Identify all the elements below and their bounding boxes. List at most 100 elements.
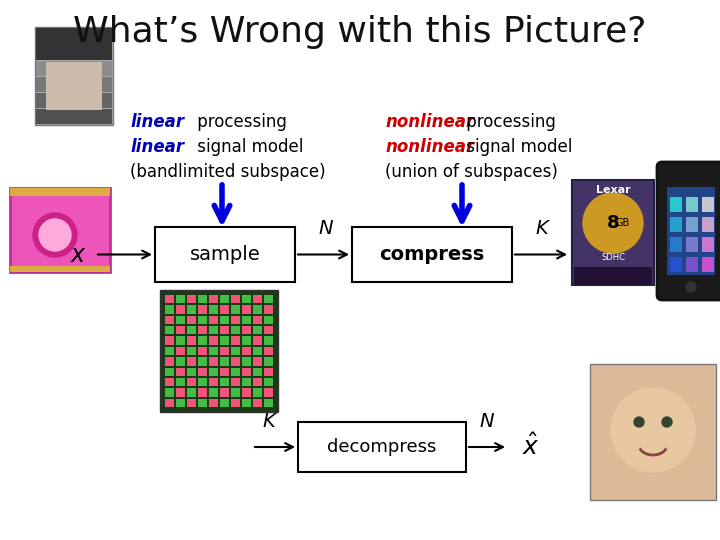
Bar [36, 77, 112, 92]
Bar [209, 399, 218, 407]
Circle shape [686, 282, 696, 292]
Bar [176, 316, 185, 324]
Bar [231, 326, 240, 334]
Bar [220, 316, 229, 324]
Bar [198, 316, 207, 324]
Bar [198, 326, 207, 334]
Bar [702, 217, 714, 232]
Bar [670, 237, 682, 252]
Text: sample: sample [189, 245, 261, 264]
Bar [187, 336, 196, 345]
Bar [220, 378, 229, 386]
Bar [670, 217, 682, 232]
Bar [187, 399, 196, 407]
Bar [220, 295, 229, 303]
Text: Lexar: Lexar [595, 185, 630, 195]
Bar [198, 378, 207, 386]
Bar [165, 347, 174, 355]
Bar [198, 295, 207, 303]
Circle shape [39, 219, 71, 251]
Bar [209, 305, 218, 314]
Bar [264, 305, 273, 314]
Bar [209, 336, 218, 345]
Bar [352, 227, 512, 282]
Bar [242, 295, 251, 303]
Text: decompress: decompress [328, 438, 437, 456]
Circle shape [662, 417, 672, 427]
Bar [231, 378, 240, 386]
Bar [209, 295, 218, 303]
Bar [242, 316, 251, 324]
Circle shape [33, 213, 77, 257]
Bar [298, 422, 466, 472]
Bar [242, 368, 251, 376]
Bar [187, 388, 196, 397]
Bar [231, 388, 240, 397]
Bar [46, 62, 102, 110]
Bar [220, 326, 229, 334]
Bar [209, 326, 218, 334]
Bar [253, 368, 262, 376]
Bar [231, 347, 240, 355]
Bar [670, 197, 682, 212]
Bar [231, 295, 240, 303]
Bar [209, 388, 218, 397]
Bar [264, 399, 273, 407]
Bar [36, 45, 112, 60]
Bar [165, 399, 174, 407]
Text: linear: linear [130, 113, 184, 131]
Text: nonlinear: nonlinear [385, 138, 474, 156]
Bar [165, 336, 174, 345]
Bar [187, 357, 196, 366]
Bar [253, 316, 262, 324]
Bar [176, 295, 185, 303]
Text: nonlinear: nonlinear [385, 113, 474, 131]
Bar [686, 237, 698, 252]
Bar [231, 316, 240, 324]
Bar [198, 347, 207, 355]
Bar [10, 188, 110, 196]
Bar [209, 378, 218, 386]
Bar [165, 378, 174, 386]
Bar [176, 336, 185, 345]
Bar [242, 305, 251, 314]
Text: 8: 8 [607, 214, 619, 232]
Bar [209, 357, 218, 366]
Bar [198, 368, 207, 376]
Text: GB: GB [616, 218, 630, 228]
Bar [253, 305, 262, 314]
Bar [242, 399, 251, 407]
Bar [35, 27, 113, 125]
Bar [36, 61, 112, 76]
Bar [165, 295, 174, 303]
Bar [253, 336, 262, 345]
Bar [572, 180, 654, 285]
Bar [209, 368, 218, 376]
Bar [187, 295, 196, 303]
Bar [209, 347, 218, 355]
Bar [253, 378, 262, 386]
Bar [242, 326, 251, 334]
Bar [242, 378, 251, 386]
Bar [36, 93, 112, 108]
Bar [702, 257, 714, 272]
Circle shape [611, 388, 695, 472]
Text: $N$: $N$ [318, 219, 335, 239]
Circle shape [634, 417, 644, 427]
Bar [220, 368, 229, 376]
Bar [176, 326, 185, 334]
Bar [36, 29, 112, 44]
Bar [176, 305, 185, 314]
Bar [242, 347, 251, 355]
Bar [165, 357, 174, 366]
Bar [198, 399, 207, 407]
Bar [231, 357, 240, 366]
Bar [176, 388, 185, 397]
Bar [702, 197, 714, 212]
Bar [36, 109, 112, 124]
Bar [10, 188, 110, 272]
Bar [264, 357, 273, 366]
Bar [160, 290, 278, 412]
Bar [176, 368, 185, 376]
Bar [165, 316, 174, 324]
